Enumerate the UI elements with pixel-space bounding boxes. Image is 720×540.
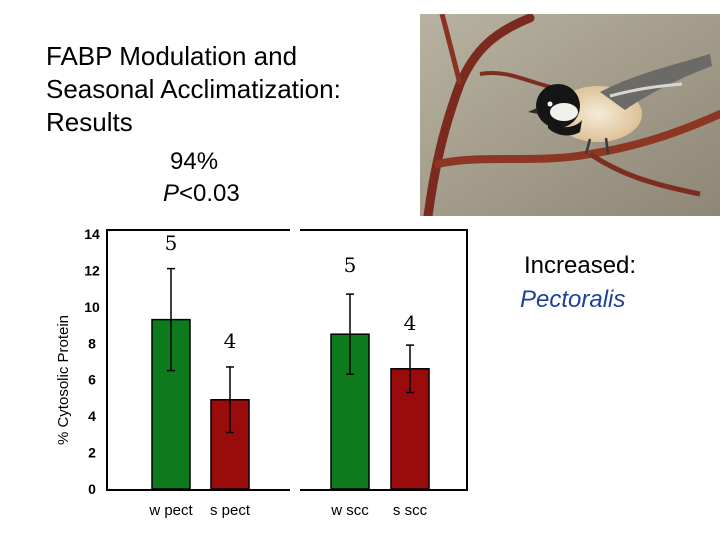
y-tick-label: 8 <box>88 335 96 351</box>
y-tick-labels: 0 2 4 6 8 10 12 14 <box>84 226 100 497</box>
y-axis-label: % Cytosolic Protein <box>55 315 72 445</box>
y-tick-label: 10 <box>84 299 100 315</box>
category-labels: w pect s pect w scc s scc <box>148 502 427 519</box>
category-label: s pect <box>210 502 251 519</box>
y-tick-label: 0 <box>88 481 96 497</box>
y-tick-label: 12 <box>84 262 100 278</box>
y-tick-label: 4 <box>88 408 96 424</box>
sample-size-label: 4 <box>404 311 417 335</box>
sample-size-label: 5 <box>344 253 357 277</box>
sample-size-label: 5 <box>165 231 178 255</box>
bar-chart: 0 2 4 6 8 10 12 14 % Cytosolic Protein w pect s … <box>0 0 720 540</box>
category-label: s scc <box>393 502 428 519</box>
plot-area-gap <box>290 229 300 492</box>
y-tick-label: 14 <box>84 226 100 242</box>
y-tick-label: 6 <box>88 372 96 388</box>
sample-size-label: 4 <box>224 329 237 353</box>
category-label: w pect <box>148 502 193 519</box>
y-tick-label: 2 <box>88 445 96 461</box>
category-label: w scc <box>330 502 369 519</box>
